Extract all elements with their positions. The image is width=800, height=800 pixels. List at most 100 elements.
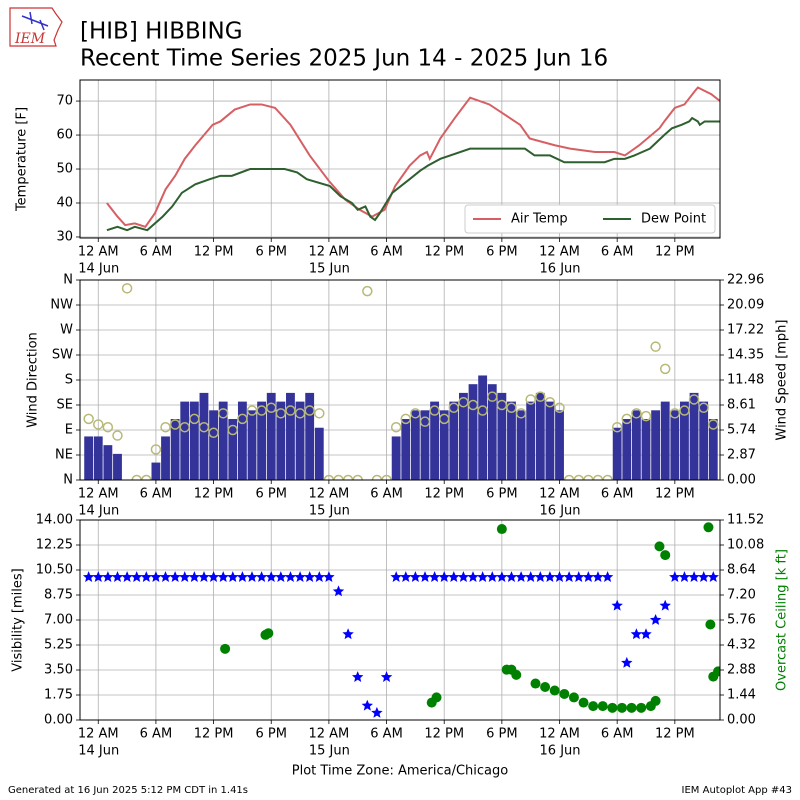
point — [705, 619, 716, 630]
y2-tick-label: 1.44 — [727, 688, 756, 703]
point — [150, 444, 162, 455]
star-marker — [419, 571, 431, 582]
x-date-label: 16 Jun — [540, 262, 581, 277]
star-marker — [400, 571, 412, 582]
bar — [286, 392, 295, 480]
point — [237, 413, 248, 425]
star-marker — [476, 571, 489, 582]
x-tick-label: 12 PM — [655, 727, 695, 742]
star-marker — [275, 571, 287, 582]
x-tick-label: 12 AM — [539, 487, 580, 502]
y-axis-label: Wind Direction — [26, 332, 41, 428]
x-date-label: 14 Jun — [78, 262, 119, 277]
x-axis-label: Plot Time Zone: America/Chicago — [292, 764, 508, 779]
legend-box — [464, 204, 716, 234]
y-tick-label: 70 — [56, 94, 73, 109]
y-axis-label: Temperature [F] — [15, 107, 30, 212]
footer-right: IEM Autoplot App #43 — [682, 785, 792, 796]
x-tick-label: 6 PM — [255, 727, 286, 742]
point — [400, 413, 412, 425]
bar — [228, 419, 238, 480]
star-marker — [92, 571, 104, 582]
bar — [670, 410, 680, 480]
y2-tick-label: 8.64 — [727, 563, 756, 578]
line — [106, 116, 720, 232]
marks — [82, 522, 720, 718]
bar — [305, 392, 315, 480]
panel: 12 AM 6 AM 12 PM 6 PM 12 AM 6 AM 12 PM 6 PM 12 A… — [11, 513, 790, 779]
bar — [622, 419, 632, 480]
x-tick-label: 12 AM — [308, 727, 349, 742]
y2-tick-label: 17.22 — [727, 323, 764, 338]
star-marker — [659, 599, 671, 611]
star-marker — [332, 585, 345, 597]
bar — [535, 392, 545, 480]
x-tick-label: 6 AM — [601, 727, 634, 742]
point — [583, 474, 594, 480]
point — [511, 669, 522, 680]
y-tick-label: 8.75 — [44, 588, 73, 603]
bar — [113, 453, 122, 480]
y2-tick-label: 22.96 — [727, 273, 764, 288]
panel: 12 AM 6 AM 12 PM 6 PM 12 AM 6 AM 12 PM 6 PM 12 A… — [26, 273, 790, 519]
star-marker — [515, 571, 527, 582]
point — [549, 685, 560, 696]
star-marker — [111, 571, 124, 582]
star-marker — [188, 571, 201, 582]
x-tick-label: 6 PM — [255, 487, 286, 502]
y2-tick-label: 4.32 — [727, 638, 756, 653]
point — [304, 405, 315, 416]
star-marker — [438, 571, 450, 582]
bar — [612, 427, 622, 480]
bar — [189, 401, 199, 480]
bar — [295, 401, 305, 480]
point — [160, 421, 171, 433]
x-tick-label: 6 PM — [255, 245, 286, 260]
point — [592, 474, 604, 480]
star-marker — [198, 571, 210, 582]
y2-tick-label: 0.00 — [727, 713, 756, 728]
x-tick-label: 6 AM — [140, 727, 173, 742]
point — [438, 413, 450, 425]
bar — [410, 410, 420, 480]
point — [626, 702, 637, 713]
subtitle: Recent Time Series 2025 Jun 14 - 2025 Ju… — [80, 46, 608, 72]
star-marker — [361, 699, 373, 711]
point — [573, 474, 584, 480]
bar — [430, 401, 440, 480]
plot-frame — [79, 519, 721, 721]
y-tick-label: NW — [50, 298, 73, 313]
x-tick-label: 12 PM — [424, 487, 464, 502]
x-tick-label: 6 AM — [140, 245, 173, 260]
bar — [699, 401, 709, 480]
y-tick-label: 7.00 — [44, 613, 73, 628]
bar — [276, 401, 286, 480]
y-tick-label: 50 — [56, 162, 73, 177]
y-tick-label: 30 — [56, 229, 73, 244]
star-marker — [467, 571, 479, 582]
y-tick-label: 5.25 — [44, 638, 73, 653]
point — [294, 408, 306, 419]
bar — [103, 445, 113, 480]
y-tick-label: SE — [57, 398, 73, 413]
point — [390, 421, 402, 433]
point — [431, 692, 442, 703]
logo-text: IEM — [14, 31, 46, 47]
point — [285, 405, 296, 416]
bar — [170, 419, 180, 480]
y2-tick-label: 5.74 — [727, 423, 756, 438]
bar — [526, 401, 536, 480]
point — [362, 285, 373, 297]
point — [275, 408, 287, 419]
star-marker — [313, 571, 325, 582]
point — [515, 408, 527, 419]
point — [640, 410, 652, 422]
point — [616, 702, 627, 713]
point — [227, 424, 239, 436]
point — [333, 474, 344, 480]
point — [467, 399, 479, 411]
point — [588, 701, 599, 712]
bar — [257, 401, 267, 480]
bar — [401, 419, 411, 480]
point — [371, 474, 383, 480]
